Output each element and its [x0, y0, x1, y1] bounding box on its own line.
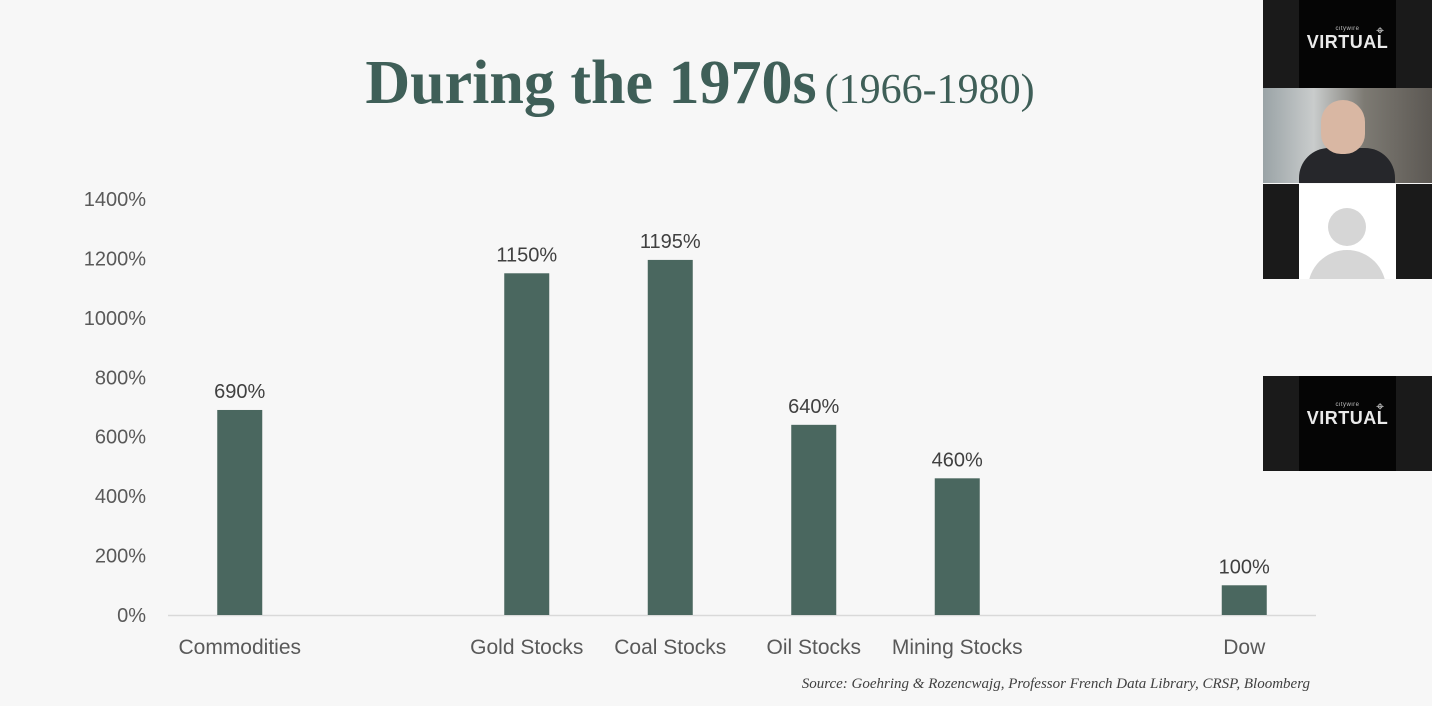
citywire-virtual-logo: citywire VIRTUAL ⌖	[1306, 22, 1389, 52]
slide-title: During the 1970s (1966-1980)	[0, 48, 1400, 119]
tile-inner: citywire VIRTUAL ⌖	[1299, 0, 1396, 95]
avatar-head-icon	[1328, 208, 1366, 246]
title-period: (1966-1980)	[824, 67, 1035, 113]
crosshair-icon: ⌖	[1376, 22, 1384, 38]
bar	[1221, 585, 1267, 615]
category-label: Coal Stocks	[614, 636, 726, 659]
video-tile-participant[interactable]	[1263, 184, 1432, 279]
title-main: During the 1970s	[365, 49, 817, 117]
bar	[791, 424, 837, 615]
speaker-head	[1321, 100, 1365, 154]
y-tick-label: 200%	[95, 546, 146, 568]
citywire-virtual-logo: citywire VIRTUAL ⌖	[1306, 398, 1389, 428]
participant-avatar	[1299, 184, 1396, 279]
category-label: Mining Stocks	[892, 636, 1023, 659]
category-label: Oil Stocks	[766, 636, 861, 659]
data-label: 640%	[788, 396, 839, 418]
y-tick-label: 400%	[95, 486, 146, 508]
bar	[217, 409, 263, 615]
y-tick-label: 800%	[95, 367, 146, 389]
bar	[934, 478, 980, 615]
video-tile-logo-bottom[interactable]: citywire VIRTUAL ⌖	[1263, 376, 1432, 471]
source-note: Source: Goehring & Rozencwajg, Professor…	[801, 676, 1310, 692]
tile-inner: citywire VIRTUAL ⌖	[1299, 376, 1396, 471]
bar	[647, 259, 693, 615]
video-tile-logo-top[interactable]: citywire VIRTUAL ⌖	[1263, 0, 1432, 95]
crosshair-icon: ⌖	[1376, 398, 1384, 414]
y-tick-label: 0%	[117, 605, 146, 627]
y-tick-label: 600%	[95, 427, 146, 449]
category-label: Gold Stocks	[470, 636, 583, 659]
y-tick-label: 1000%	[84, 308, 146, 330]
category-label: Dow	[1223, 636, 1266, 659]
y-tick-label: 1200%	[84, 248, 146, 270]
data-label: 460%	[932, 449, 983, 471]
data-label: 1150%	[496, 244, 557, 266]
data-label: 1195%	[640, 231, 701, 253]
bar	[504, 273, 550, 615]
category-label: Commodities	[178, 636, 301, 659]
video-tile-speaker[interactable]	[1263, 88, 1432, 183]
avatar-body-icon	[1308, 250, 1386, 279]
data-label: 100%	[1219, 556, 1270, 578]
data-label: 690%	[214, 381, 265, 403]
y-tick-label: 1400%	[84, 189, 146, 211]
